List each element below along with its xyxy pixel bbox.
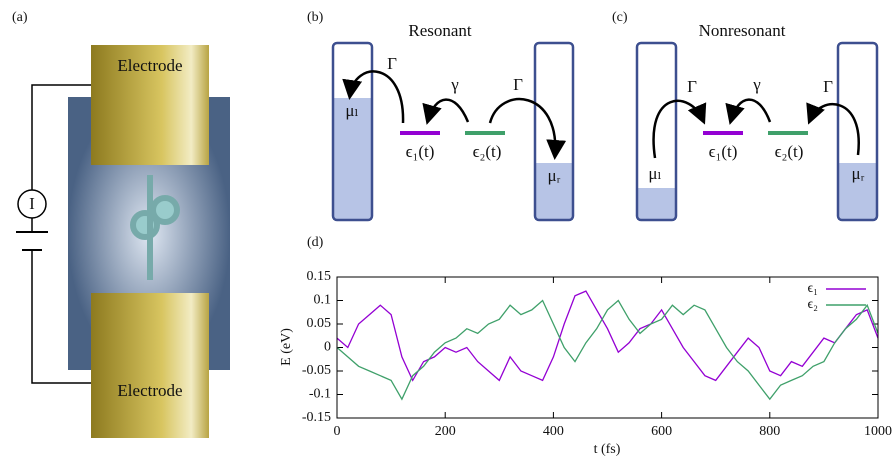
reservoir [836,41,879,222]
mu-label: μₗ [648,164,661,183]
coupling-label: Γ [513,75,523,94]
x-tick-label: 0 [334,424,341,439]
level-label: ϵ₂(t) [775,142,804,161]
y-tick-label: -0.1 [309,387,331,402]
series-line [336,299,879,401]
electrode-label: Electrode [117,381,182,400]
panel-c: (c) Nonresonant Γ γ Γ μₗ μᵣ ϵ₁(t) ϵ₂(t) [612,10,879,222]
mu-label: μᵣ [851,164,864,183]
x-axis-label: t (fs) [594,442,621,457]
y-tick-label: -0.05 [302,363,331,378]
x-tick-label: 400 [543,424,564,439]
molecule [130,175,180,280]
y-tick-label: 0.1 [314,293,332,308]
coupling-label: Γ [687,77,697,96]
arrow [422,98,470,125]
y-tick-label: 0.05 [307,316,332,331]
y-tick-label: 0.15 [307,269,332,284]
ammeter [17,189,47,219]
plot-frame [336,276,879,419]
panel-title: Nonresonant [699,21,786,40]
panel-b: (b) Resonant Γ γ Γ μₗ μᵣ ϵ₁(t) ϵ₂(t) [307,10,575,222]
reservoir-fill [333,98,372,220]
coupling-label: γ [752,75,761,94]
x-tick-label: 800 [759,424,780,439]
x-tick-label: 1000 [864,424,892,439]
panel-label: (a) [12,10,28,25]
coupling-label: Γ [823,77,833,96]
y-tick-label: 0 [324,340,331,355]
arrow [806,102,860,156]
panel-title: Resonant [408,21,472,40]
series-line [336,290,879,382]
level-label: ϵ₁(t) [709,142,738,161]
panel-label: (c) [612,10,628,25]
mu-label: μₗ [345,101,358,120]
panel-label: (d) [307,235,324,250]
y-axis-label: E (eV) [279,328,294,366]
arrow [652,99,707,159]
reservoir [331,41,374,222]
y-tick-label: -0.15 [302,410,331,425]
coupling-label: γ [450,75,459,94]
reservoir-fill [838,163,877,220]
legend-label: ϵ₂ [807,297,818,312]
reservoir [533,41,575,222]
x-tick-label: 200 [435,424,456,439]
electrode-label: Electrode [117,56,182,75]
electrode [91,293,209,438]
arrow [725,98,772,125]
mu-label: μᵣ [547,166,560,185]
coupling-label: Γ [387,54,397,73]
level-label: ϵ₂(t) [473,142,502,161]
x-tick-label: 600 [651,424,672,439]
reservoir [635,41,678,222]
level-label: ϵ₁(t) [406,142,435,161]
plot: -0.15 -0.1 -0.05 0 0.05 0.1 0.15 0 200 400 600 800 1… [302,269,892,439]
reservoir-fill [637,188,676,220]
arrow [342,70,405,124]
ammeter-label: I [29,194,35,213]
circuit-wire [31,84,91,384]
arrow [488,97,567,160]
electrode [91,45,209,165]
legend-label: ϵ₁ [807,281,818,296]
panel-label: (b) [307,10,324,25]
reservoir-fill [535,163,573,220]
